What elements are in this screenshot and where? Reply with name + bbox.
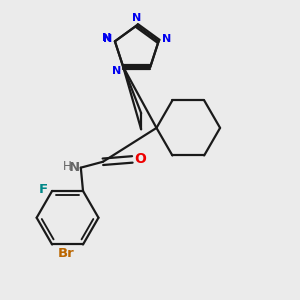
- Text: N: N: [132, 13, 141, 23]
- Text: F: F: [39, 183, 48, 196]
- Text: N: N: [68, 160, 80, 174]
- Text: N: N: [112, 65, 121, 76]
- Text: H: H: [63, 160, 71, 173]
- Text: O: O: [134, 152, 146, 166]
- Text: N: N: [103, 34, 112, 44]
- Text: N: N: [102, 33, 111, 43]
- Text: N: N: [162, 34, 171, 44]
- Text: Br: Br: [58, 248, 74, 260]
